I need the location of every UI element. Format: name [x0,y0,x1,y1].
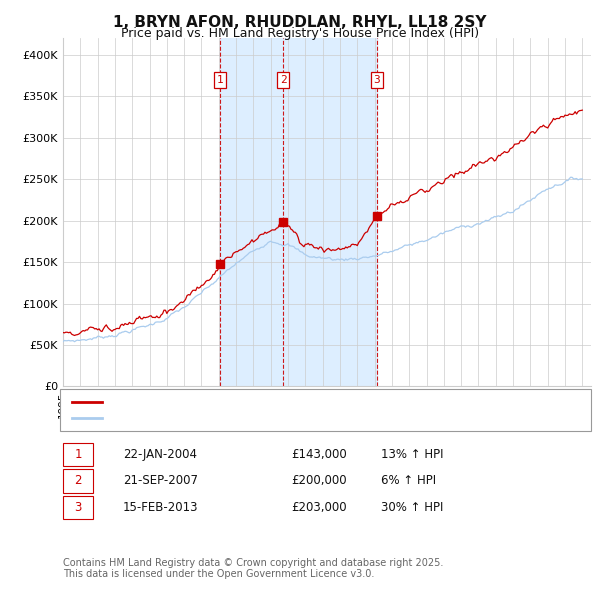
Text: £203,000: £203,000 [291,501,347,514]
Text: 13% ↑ HPI: 13% ↑ HPI [381,448,443,461]
Text: Price paid vs. HM Land Registry's House Price Index (HPI): Price paid vs. HM Land Registry's House … [121,27,479,40]
Text: 1, BRYN AFON, RHUDDLAN, RHYL, LL18 2SY: 1, BRYN AFON, RHUDDLAN, RHYL, LL18 2SY [113,15,487,30]
Text: Contains HM Land Registry data © Crown copyright and database right 2025.
This d: Contains HM Land Registry data © Crown c… [63,558,443,579]
Text: 3: 3 [74,501,82,514]
Text: 15-FEB-2013: 15-FEB-2013 [123,501,199,514]
Text: HPI: Average price, detached house, Denbighshire: HPI: Average price, detached house, Denb… [108,411,405,424]
Text: 22-JAN-2004: 22-JAN-2004 [123,448,197,461]
Text: 1: 1 [216,75,223,85]
Bar [220,38,377,386]
Text: £143,000: £143,000 [291,448,347,461]
Text: £200,000: £200,000 [291,474,347,487]
Text: 1: 1 [74,448,82,461]
Text: 3: 3 [373,75,380,85]
Text: 1, BRYN AFON, RHUDDLAN, RHYL, LL18 2SY (detached house): 1, BRYN AFON, RHUDDLAN, RHYL, LL18 2SY (… [108,396,472,409]
Text: 6% ↑ HPI: 6% ↑ HPI [381,474,436,487]
Text: 30% ↑ HPI: 30% ↑ HPI [381,501,443,514]
Text: 2: 2 [280,75,287,85]
Text: 21-SEP-2007: 21-SEP-2007 [123,474,198,487]
Text: 2: 2 [74,474,82,487]
